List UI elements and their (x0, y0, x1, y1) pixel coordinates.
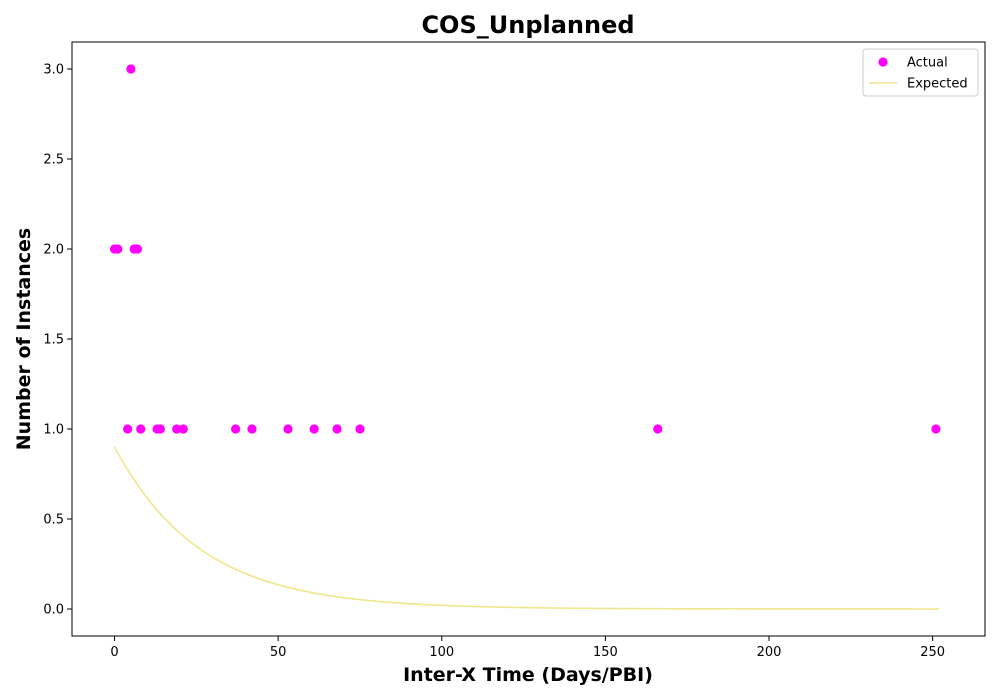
x-tick-label: 150 (593, 645, 618, 660)
expected-curve (113, 446, 940, 610)
actual-point (355, 424, 365, 434)
x-tick-label: 250 (920, 645, 945, 660)
y-tick-label: 1.0 (43, 423, 64, 438)
actual-point (113, 244, 123, 254)
y-tick-label: 1.5 (43, 333, 64, 348)
actual-point (247, 424, 257, 434)
actual-point (178, 424, 188, 434)
legend-label: Expected (907, 77, 968, 92)
y-tick-label: 3.0 (43, 63, 64, 78)
series-layer (109, 64, 941, 610)
actual-point (155, 424, 165, 434)
legend-box (862, 48, 979, 97)
y-tick-label: 0.0 (43, 603, 64, 618)
legend: Actual Expected (862, 48, 979, 97)
x-tick-label: 100 (429, 645, 454, 660)
plot-frame (71, 41, 986, 637)
y-tick-label: 2.0 (43, 243, 64, 258)
actual-point (172, 424, 182, 434)
x-tick-label: 200 (757, 645, 782, 660)
legend-marker-actual (878, 57, 888, 67)
y-axis-label: Number of Instances (13, 228, 35, 450)
y-axis: 0.0 0.5 1.0 1.5 2.0 2.5 3.0 (43, 63, 72, 618)
x-tick-label: 50 (270, 645, 287, 660)
actual-point (136, 424, 146, 434)
actual-point (283, 424, 293, 434)
actual-point (231, 424, 241, 434)
legend-label: Actual (907, 56, 948, 71)
actual-point (126, 64, 136, 74)
actual-point (309, 424, 319, 434)
x-tick-label: 0 (110, 645, 118, 660)
x-axis: 0 50 100 150 200 250 (110, 636, 945, 660)
y-tick-label: 2.5 (43, 153, 64, 168)
actual-point (653, 424, 663, 434)
y-tick-label: 0.5 (43, 513, 64, 528)
x-axis-label: Inter-X Time (Days/PBI) (403, 664, 653, 686)
actual-point (332, 424, 342, 434)
actual-point (931, 424, 941, 434)
actual-point (132, 244, 143, 254)
chart-title: COS_Unplanned (421, 11, 634, 39)
actual-point (123, 424, 133, 434)
